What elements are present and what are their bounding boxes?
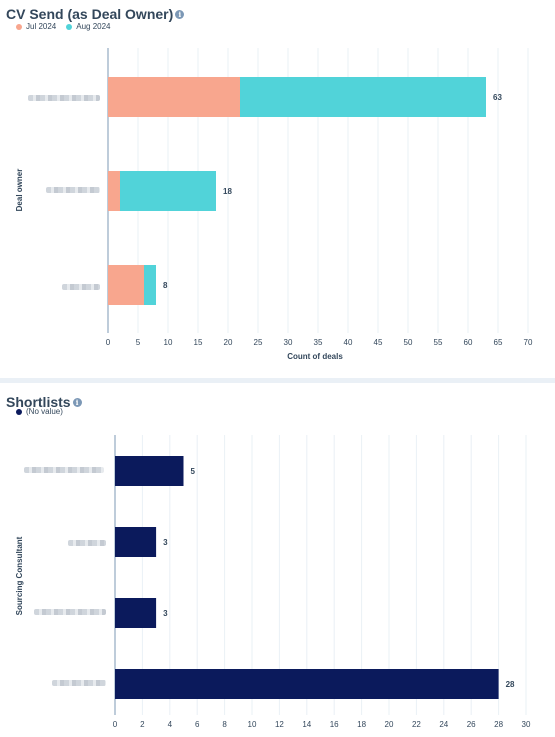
x-tick-label: 15	[194, 338, 203, 347]
redacted-category-label	[52, 680, 106, 686]
redacted-category-label	[34, 609, 106, 615]
chart-title: Shortlists i	[6, 394, 82, 410]
x-tick-label: 30	[522, 720, 531, 729]
data-label: 3	[163, 609, 168, 618]
shortlists-bar-chart: 0 2 4 6 8 10 12 14 16 18 20 22 24 26 28 3053328Sourcing…	[15, 435, 531, 729]
y-axis-label: Deal owner	[15, 169, 24, 212]
x-tick-label: 14	[302, 720, 311, 729]
chart-title-text: Shortlists	[6, 394, 71, 410]
x-tick-label: 26	[467, 720, 476, 729]
redacted-category-label	[28, 95, 100, 101]
x-tick-label: 2	[140, 720, 145, 729]
panel-divider	[0, 378, 555, 383]
x-tick-label: 22	[412, 720, 421, 729]
x-tick-label: 5	[136, 338, 141, 347]
x-tick-label: 30	[284, 338, 293, 347]
data-label: 63	[493, 93, 502, 102]
bar-segment	[115, 456, 184, 486]
data-label: 3	[163, 538, 168, 547]
cv-send-panel: CV Send (as Deal Owner) i Jul 2024 Aug 2…	[6, 6, 533, 361]
redacted-category-label	[46, 187, 100, 193]
x-tick-label: 8	[222, 720, 227, 729]
x-axis-label: Count of deals	[287, 352, 343, 361]
bar-segment	[108, 265, 144, 305]
x-tick-label: 10	[164, 338, 173, 347]
bar-segment	[115, 527, 157, 557]
x-tick-label: 70	[524, 338, 533, 347]
x-tick-label: 65	[494, 338, 503, 347]
legend-item-jul-2024[interactable]: Jul 2024	[16, 22, 56, 31]
data-label: 28	[506, 680, 515, 689]
chart-title-text: CV Send (as Deal Owner)	[6, 6, 174, 22]
legend-label: Jul 2024	[26, 22, 57, 31]
x-tick-label: 45	[374, 338, 383, 347]
cv-send-bar-chart: 0 5 10 15 20 25 30 35 40 45 50 55 60 65 70 63 18 8 Count o…	[15, 48, 533, 361]
bar-segment	[115, 598, 157, 628]
redacted-category-label	[68, 540, 106, 546]
x-tick-label: 55	[434, 338, 443, 347]
bar-segment	[108, 77, 240, 117]
data-label: 18	[223, 187, 232, 196]
x-tick-label: 12	[275, 720, 284, 729]
shortlists-panel: Shortlists i (No value) 0 2 4 6 8 10 12 14 16 18 2…	[0, 383, 555, 737]
x-tick-label: 28	[494, 720, 503, 729]
legend-swatch	[16, 23, 22, 30]
x-tick-label: 60	[464, 338, 473, 347]
bar-segment	[144, 265, 156, 305]
redacted-category-label	[24, 467, 104, 473]
x-tick-label: 16	[330, 720, 339, 729]
x-tick-label: 24	[439, 720, 448, 729]
bar-segment	[108, 171, 120, 211]
redacted-category-label	[62, 284, 100, 290]
bar-segment	[120, 171, 216, 211]
legend-swatch	[16, 408, 22, 415]
x-tick-label: 18	[357, 720, 366, 729]
data-label: 8	[163, 281, 168, 290]
legend-swatch	[66, 23, 73, 30]
bar-segment	[240, 77, 486, 117]
x-tick-label: 6	[195, 720, 200, 729]
x-tick-label: 4	[168, 720, 173, 729]
x-tick-label: 50	[404, 338, 413, 347]
y-axis-label: Sourcing Consultant	[15, 536, 24, 615]
x-tick-label: 10	[248, 720, 257, 729]
x-tick-label: 0	[113, 720, 118, 729]
bar-segment	[115, 669, 499, 699]
chart-legend: Jul 2024 Aug 2024	[16, 22, 111, 31]
x-tick-label: 40	[344, 338, 353, 347]
legend-label: Aug 2024	[76, 22, 111, 31]
info-icon[interactable]: i	[72, 397, 82, 407]
legend-label: (No value)	[26, 407, 63, 416]
x-tick-label: 35	[314, 338, 323, 347]
x-tick-label: 20	[224, 338, 233, 347]
info-icon[interactable]: i	[175, 9, 185, 19]
chart-title: CV Send (as Deal Owner) i	[6, 6, 185, 22]
chart-legend: (No value)	[16, 407, 63, 416]
x-tick-label: 0	[106, 338, 111, 347]
legend-item-aug-2024[interactable]: Aug 2024	[66, 22, 111, 31]
legend-item-no-value[interactable]: (No value)	[16, 407, 63, 416]
data-label: 5	[191, 467, 196, 476]
x-tick-label: 20	[385, 720, 394, 729]
x-tick-label: 25	[254, 338, 263, 347]
